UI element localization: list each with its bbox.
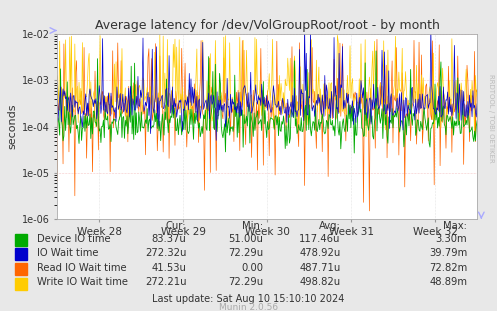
Text: 3.30m: 3.30m [435,234,467,244]
Text: Cur:: Cur: [166,220,186,230]
Text: Write IO Wait time: Write IO Wait time [37,277,128,287]
Title: Average latency for /dev/VolGroupRoot/root - by month: Average latency for /dev/VolGroupRoot/ro… [95,19,439,32]
Text: 41.53u: 41.53u [152,263,186,273]
Text: 72.29u: 72.29u [228,248,263,258]
Text: 498.82u: 498.82u [299,277,340,287]
Text: Min:: Min: [242,220,263,230]
Text: 272.32u: 272.32u [145,248,186,258]
Text: 48.89m: 48.89m [429,277,467,287]
Text: 72.82m: 72.82m [429,263,467,273]
Text: Avg:: Avg: [319,220,340,230]
Text: 478.92u: 478.92u [299,248,340,258]
Text: 72.29u: 72.29u [228,277,263,287]
Text: RRDTOOL / TOBI OETIKER: RRDTOOL / TOBI OETIKER [488,74,494,163]
Text: 51.00u: 51.00u [229,234,263,244]
Text: 0.00: 0.00 [242,263,263,273]
Text: Device IO time: Device IO time [37,234,111,244]
Text: Read IO Wait time: Read IO Wait time [37,263,127,273]
Text: Max:: Max: [443,220,467,230]
Text: Last update: Sat Aug 10 15:10:10 2024: Last update: Sat Aug 10 15:10:10 2024 [152,294,345,304]
Text: Munin 2.0.56: Munin 2.0.56 [219,303,278,311]
Text: 487.71u: 487.71u [299,263,340,273]
Y-axis label: seconds: seconds [7,104,17,150]
Text: IO Wait time: IO Wait time [37,248,99,258]
Text: 117.46u: 117.46u [299,234,340,244]
Text: 272.21u: 272.21u [145,277,186,287]
Text: 83.37u: 83.37u [152,234,186,244]
Text: 39.79m: 39.79m [429,248,467,258]
